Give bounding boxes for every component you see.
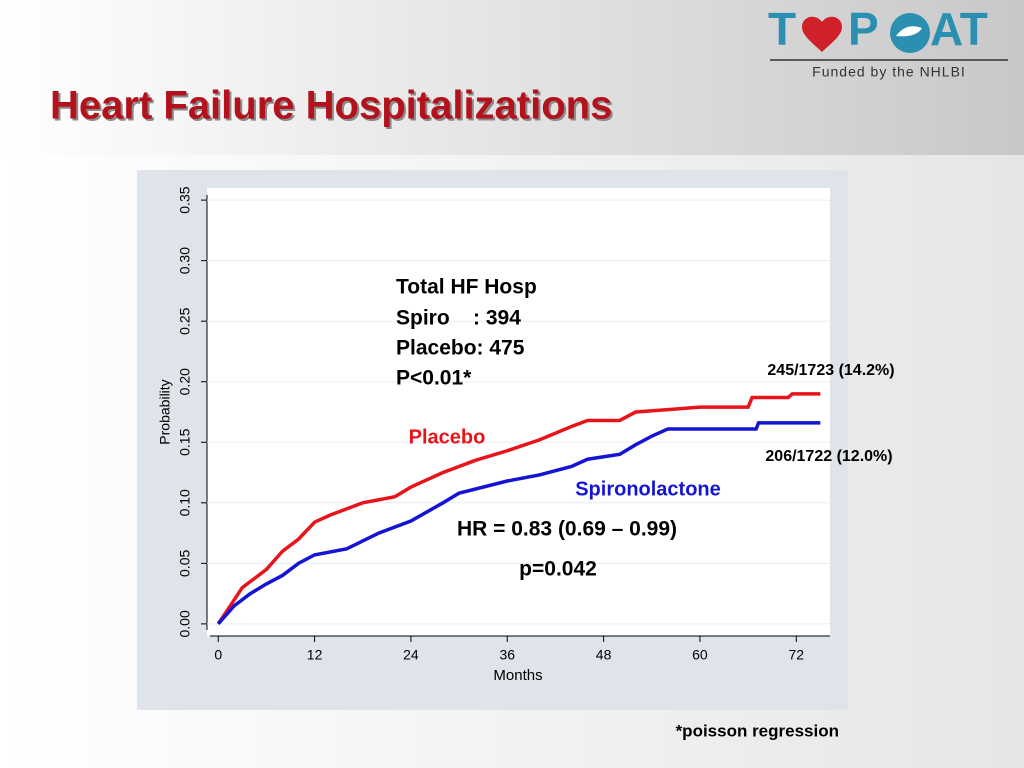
annotation: P<0.01* — [396, 367, 472, 390]
logo-text: T — [768, 3, 796, 55]
logo-cat — [896, 26, 922, 37]
annotation: Placebo: 475 — [396, 337, 525, 360]
x-tick-label: 12 — [307, 647, 323, 663]
y-tick-label: 0.25 — [177, 307, 193, 334]
y-tick-label: 0.20 — [177, 368, 193, 395]
logo-text: AT — [930, 3, 988, 55]
x-tick-label: 72 — [788, 647, 804, 663]
series-line — [216, 392, 821, 625]
annotation: 245/1723 (14.2%) — [767, 362, 894, 379]
plot-area — [207, 188, 830, 636]
annotation: Spiro : 394 — [396, 307, 521, 330]
title-shadow: Heart Failure Hospitalizations — [52, 86, 614, 130]
y-tick-label: 0.35 — [177, 186, 193, 213]
series-label: Spironolactone — [575, 478, 721, 500]
y-tick-label: 0.10 — [177, 489, 193, 516]
y-tick-label: 0.00 — [177, 610, 193, 637]
logo: T P AT Funded by the NHLBI — [768, 3, 1008, 80]
x-axis-label: Months — [493, 667, 542, 684]
y-tick-label: 0.05 — [177, 550, 193, 577]
logo-heart — [802, 16, 842, 52]
annotation: p=0.042 — [519, 558, 597, 581]
series-line — [216, 421, 821, 626]
y-tick-label: 0.15 — [177, 428, 193, 455]
x-tick-label: 36 — [499, 647, 515, 663]
x-tick-label: 24 — [403, 647, 419, 663]
header-band — [0, 0, 1024, 155]
annotation: HR = 0.83 (0.69 – 0.99) — [457, 518, 677, 541]
annotation: 206/1722 (12.0%) — [765, 448, 892, 465]
slide-title: Heart Failure Hospitalizations — [50, 84, 612, 128]
x-tick-label: 60 — [692, 647, 708, 663]
funding: Funded by the NHLBI — [812, 64, 966, 80]
logo-text: P — [848, 3, 879, 55]
x-tick-label: 0 — [214, 647, 222, 663]
y-axis-label: Probability — [157, 379, 173, 444]
y-tick-label: 0.30 — [177, 247, 193, 274]
annotation: Total HF Hosp — [396, 276, 537, 299]
series-label: Placebo — [409, 426, 486, 448]
footnote: *poisson regression — [676, 721, 839, 740]
x-tick-label: 48 — [596, 647, 612, 663]
